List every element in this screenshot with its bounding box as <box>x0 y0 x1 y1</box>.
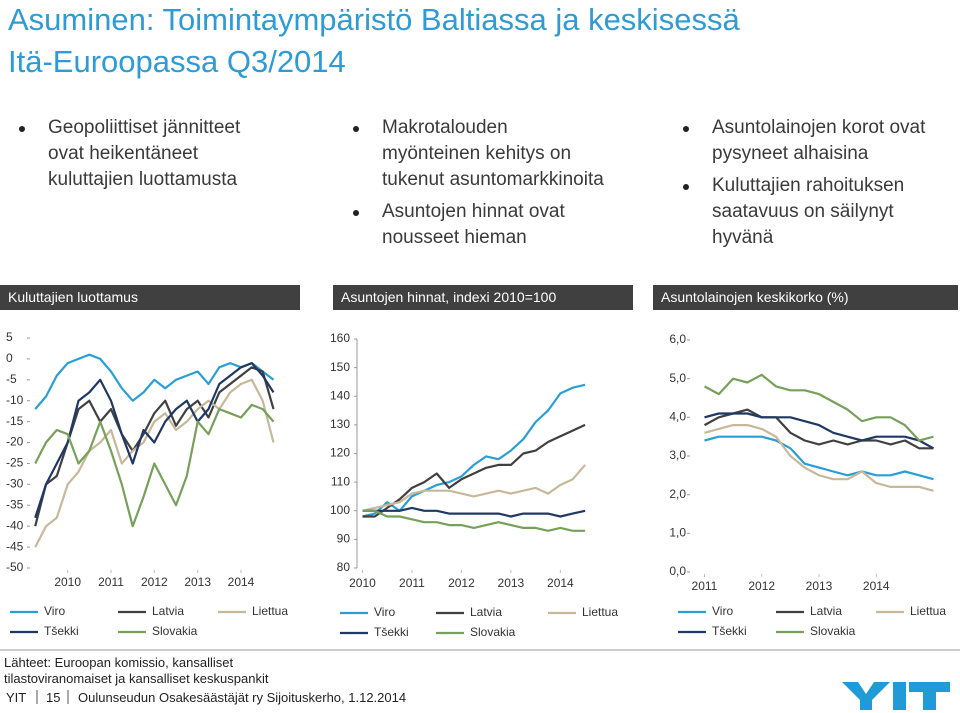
bullet-list: Geopoliittiset jännitteet ovat heikentän… <box>19 115 280 199</box>
y-tick-label: 150 <box>330 360 350 374</box>
bullet: Makrotalouden myönteinen kehitys on tuke… <box>353 115 604 193</box>
series-line <box>362 509 586 532</box>
y-tick-label: 4,0 <box>669 410 686 424</box>
source: Lähteet: Euroopan komissio, kansalliset … <box>4 655 269 686</box>
x-tick-label: 2014 <box>228 575 255 589</box>
legend-label: Viro <box>44 604 65 618</box>
logo-i <box>893 682 906 710</box>
x-tick-label: 2011 <box>399 576 425 590</box>
x-tick-label: 2010 <box>54 575 81 589</box>
y-tick-label: -50 <box>6 560 24 574</box>
title-line: Itä-Euroopassa Q3/2014 <box>8 44 346 79</box>
event: Oulunseudun Osakesäästäjät ry Sijoituske… <box>78 690 407 705</box>
chart-header: Asuntojen hinnat, indexi 2010=100 <box>333 285 633 310</box>
y-tick-label: 0,0 <box>669 564 686 578</box>
logo-t <box>909 682 950 710</box>
legend-label: Slovakia <box>810 624 856 638</box>
company: YIT <box>6 690 27 705</box>
legend-label: Liettua <box>582 605 618 619</box>
y-tick-label: 160 <box>330 331 350 345</box>
legend-label: Latvia <box>810 604 842 618</box>
x-tick-label: 2011 <box>98 575 124 589</box>
y-tick-label: -10 <box>6 393 24 407</box>
y-tick-label: 0 <box>6 351 13 365</box>
y-tick-label: 5,0 <box>669 371 686 385</box>
y-tick-label: -40 <box>6 518 24 532</box>
bullet-list: Makrotalouden myönteinen kehitys on tuke… <box>353 115 604 257</box>
legend-label: Latvia <box>470 605 502 619</box>
bullet-list: Asuntolainojen korot ovat pysyneet alhai… <box>683 115 960 257</box>
series-line <box>34 378 275 548</box>
y-tick-label: 6,0 <box>669 332 686 346</box>
x-tick-label: 2014 <box>863 579 890 593</box>
logo-y <box>842 682 890 710</box>
y-tick-label: 3,0 <box>669 448 686 462</box>
x-tick-label: 2013 <box>498 576 525 590</box>
legend-label: Slovakia <box>470 625 516 639</box>
y-tick-label: -5 <box>6 372 17 386</box>
bullet: Asuntolainojen korot ovat pysyneet alhai… <box>683 115 960 167</box>
legend-label: Viro <box>712 604 733 618</box>
chart-header: Kuluttajien luottamus <box>0 285 300 310</box>
y-tick-label: 2,0 <box>669 487 686 501</box>
legend-label: Tšekki <box>712 624 747 638</box>
x-tick-label: 2013 <box>184 575 211 589</box>
y-tick-label: 80 <box>337 560 351 574</box>
y-tick-label: 130 <box>330 417 350 431</box>
y-tick-label: 110 <box>331 474 350 488</box>
series-line <box>704 435 934 481</box>
x-tick-label: 2010 <box>349 576 376 590</box>
page-number: 15 <box>46 690 61 705</box>
y-tick-label: -20 <box>6 435 24 449</box>
y-tick-label: -25 <box>6 456 24 470</box>
y-tick-label: 1,0 <box>669 526 686 540</box>
legend-label: Viro <box>374 605 395 619</box>
title-line: Asuminen: Toimintaympäristö Baltiassa ja… <box>8 2 740 37</box>
x-tick-label: 2012 <box>748 579 775 593</box>
bullet: Geopoliittiset jännitteet ovat heikentän… <box>19 115 280 193</box>
y-tick-label: 5 <box>6 330 13 344</box>
x-tick-label: 2012 <box>141 575 168 589</box>
series-line <box>34 353 275 410</box>
series-line <box>362 506 586 518</box>
x-tick-label: 2014 <box>547 576 574 590</box>
y-tick-label: 140 <box>330 388 350 402</box>
x-tick-label: 2011 <box>692 579 718 593</box>
series-line <box>704 412 935 450</box>
y-tick-label: 90 <box>337 532 351 546</box>
legend-label: Slovakia <box>152 624 198 638</box>
chart-header: Asuntolainojen keskikorko (%) <box>653 285 958 310</box>
legend-label: Liettua <box>910 604 946 618</box>
series-line <box>34 362 275 519</box>
series-line <box>704 424 934 492</box>
x-tick-label: 2013 <box>806 579 833 593</box>
series-line <box>362 464 586 512</box>
series-line <box>34 366 275 527</box>
series-line <box>34 403 275 528</box>
y-tick-label: -35 <box>6 497 24 511</box>
series-line <box>703 408 934 450</box>
legend-label: Tšekki <box>374 625 409 639</box>
y-tick-label: 100 <box>330 503 350 517</box>
legend-label: Tšekki <box>44 624 79 638</box>
series-line <box>362 423 586 518</box>
y-tick-label: -45 <box>6 539 24 553</box>
legend-label: Latvia <box>152 604 184 618</box>
legend-label: Liettua <box>252 604 288 618</box>
y-tick-label: -15 <box>6 414 24 428</box>
bullet: Asuntojen hinnat ovat nousseet hieman <box>353 199 604 251</box>
y-tick-label: -30 <box>6 477 24 491</box>
bullet: Kuluttajien rahoituksen saatavuus on säi… <box>683 173 960 251</box>
y-tick-label: 120 <box>330 446 350 460</box>
x-tick-label: 2012 <box>448 576 475 590</box>
logo <box>842 682 950 710</box>
series-line <box>703 373 934 442</box>
